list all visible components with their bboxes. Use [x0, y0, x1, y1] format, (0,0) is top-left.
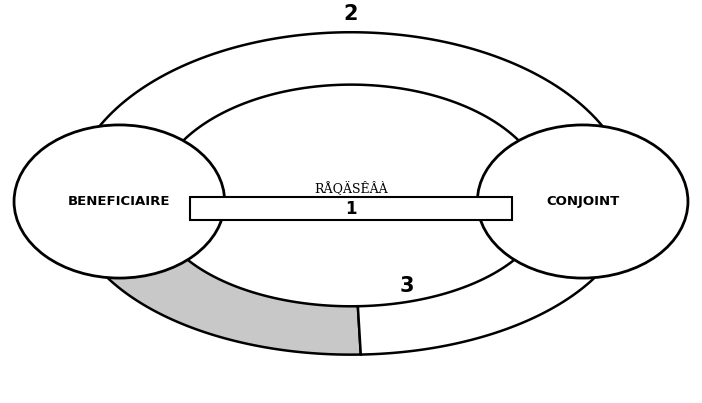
- Text: 1: 1: [345, 199, 357, 218]
- Polygon shape: [358, 223, 625, 355]
- Polygon shape: [77, 223, 361, 355]
- Text: 3: 3: [400, 276, 414, 296]
- Bar: [190, 197, 512, 220]
- Ellipse shape: [477, 125, 688, 278]
- Polygon shape: [77, 32, 625, 177]
- Text: BENEFICIAIRE: BENEFICIAIRE: [68, 195, 171, 208]
- Text: RÅQÄSÊÂÀ: RÅQÄSÊÂÀ: [314, 182, 388, 195]
- Polygon shape: [101, 147, 147, 172]
- Text: 2: 2: [344, 4, 358, 24]
- Polygon shape: [555, 147, 601, 172]
- Polygon shape: [555, 229, 601, 252]
- Text: CONJOINT: CONJOINT: [546, 195, 619, 208]
- Ellipse shape: [14, 125, 225, 278]
